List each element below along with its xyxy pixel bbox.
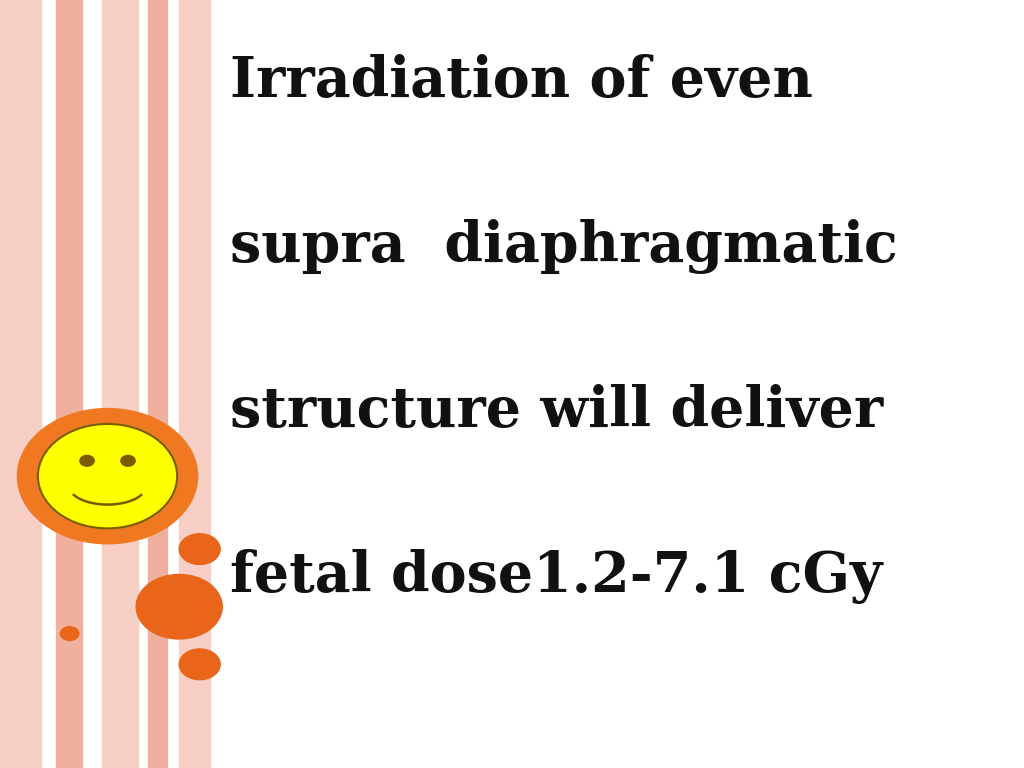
Circle shape [80,455,94,466]
Text: fetal dose1.2-7.1 cGy: fetal dose1.2-7.1 cGy [230,549,883,604]
Circle shape [179,649,220,680]
Bar [102,0,138,768]
Bar [0,0,41,768]
Circle shape [121,455,135,466]
Circle shape [179,534,220,564]
Text: structure will deliver: structure will deliver [230,384,884,439]
Circle shape [136,574,222,639]
Bar [148,0,167,768]
Bar [179,0,210,768]
Circle shape [60,627,79,641]
Circle shape [38,424,177,528]
Bar [56,0,82,768]
Text: Irradiation of even: Irradiation of even [230,54,813,109]
Text: supra  diaphragmatic: supra diaphragmatic [230,219,898,274]
Circle shape [17,409,198,544]
